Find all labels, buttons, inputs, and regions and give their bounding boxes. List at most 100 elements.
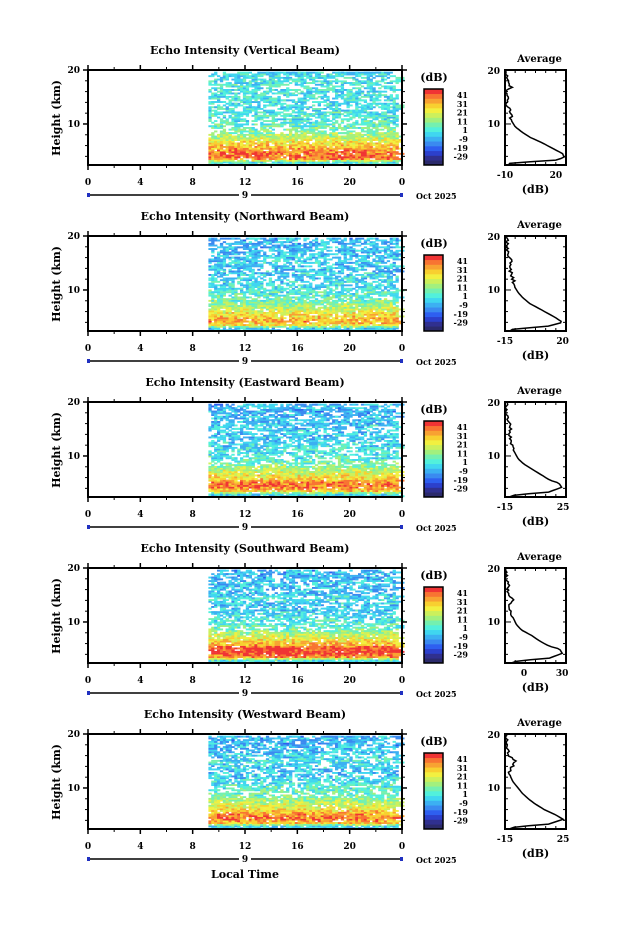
heatmap-cell <box>257 87 261 90</box>
heatmap-cell <box>208 82 212 84</box>
heatmap-cell <box>263 152 267 155</box>
heatmap-cell <box>366 85 370 88</box>
heatmap-cell <box>306 147 316 150</box>
heatmap-cell <box>228 146 238 148</box>
heatmap-cell <box>337 109 342 112</box>
heatmap-cell <box>291 258 296 261</box>
heatmap-cell <box>352 121 356 124</box>
heatmap-cell <box>375 71 379 74</box>
heatmap-cell <box>303 87 313 90</box>
heatmap-cell <box>392 310 396 313</box>
heatmap-cell <box>265 111 275 114</box>
heatmap-cell <box>329 279 333 282</box>
heatmap-cell <box>312 152 316 155</box>
heatmap-cell <box>214 71 218 74</box>
heatmap-cell <box>211 265 215 268</box>
heatmap-cell <box>343 89 347 91</box>
heatmap-cell <box>245 327 250 330</box>
heatmap-cell <box>251 130 255 133</box>
heatmap-cell <box>329 151 339 154</box>
heatmap-cell <box>214 156 218 159</box>
heatmap-cell <box>242 87 247 90</box>
heatmap-cell <box>306 137 310 140</box>
heatmap-cell <box>219 140 224 143</box>
heatmap-cell <box>323 151 327 154</box>
heatmap-cell <box>254 87 258 90</box>
heatmap-cell <box>240 287 244 290</box>
heatmap-cell <box>242 291 247 294</box>
heatmap-cell <box>395 244 399 247</box>
heatmap-cell <box>222 299 227 302</box>
heatmap-cell <box>323 85 327 88</box>
heatmap-cell <box>335 149 339 152</box>
heatmap-cell <box>355 294 359 297</box>
heatmap-cell <box>294 298 298 301</box>
heatmap-cell <box>332 127 336 129</box>
heatmap-cell <box>283 158 287 160</box>
heatmap-cell <box>386 322 391 325</box>
heatmap-cell <box>306 95 310 98</box>
heatmap-cell <box>214 286 218 288</box>
heatmap-cell <box>352 248 356 250</box>
heatmap-cell <box>363 303 368 306</box>
heatmap-cell <box>217 135 221 138</box>
heatmap-cell <box>217 239 221 242</box>
heatmap-cell <box>363 101 368 103</box>
heatmap-cell <box>389 132 399 135</box>
heatmap-cell <box>372 94 376 97</box>
heatmap-cell <box>248 320 252 323</box>
heatmap-cell <box>349 274 353 276</box>
heatmap-cell <box>337 258 342 261</box>
heatmap-cell <box>254 82 258 84</box>
heatmap-cell <box>360 299 365 302</box>
heatmap-cell <box>211 95 215 98</box>
heatmap-cell <box>395 109 399 112</box>
heatmap-cell <box>369 149 373 152</box>
heatmap-cell <box>294 127 298 129</box>
heatmap-cell <box>271 118 275 121</box>
heatmap-cell <box>222 101 227 103</box>
heatmap-cell <box>300 127 304 129</box>
heatmap-cell <box>340 279 345 282</box>
heatmap-cell <box>214 73 218 76</box>
heatmap-cell <box>208 286 218 288</box>
heatmap-cell <box>355 239 359 242</box>
heatmap-cell <box>277 284 281 287</box>
heatmap-cell <box>392 261 396 264</box>
panel-0: Echo Intensity (Vertical Beam)0 4 8 12 16 20 0… <box>50 44 567 201</box>
heatmap-cell <box>274 296 278 299</box>
heatmap-cell <box>323 161 327 164</box>
heatmap-cell <box>208 407 212 410</box>
heatmap-cell <box>372 275 376 278</box>
heatmap-cell <box>346 265 350 268</box>
heatmap-cell <box>358 92 362 95</box>
heatmap-cell <box>260 83 270 86</box>
heatmap-cell <box>225 299 229 302</box>
heatmap-cell <box>286 139 290 141</box>
heatmap-cell <box>355 71 359 74</box>
heatmap-cell <box>283 317 287 320</box>
colorbar-segment <box>424 259 443 265</box>
heatmap-cell <box>314 317 319 320</box>
heatmap-cell <box>222 274 227 276</box>
heatmap-cell <box>343 287 353 290</box>
heatmap-cell <box>314 312 319 314</box>
heatmap-cell <box>383 261 388 264</box>
heatmap-cell <box>274 294 278 297</box>
heatmap-cell <box>294 293 298 295</box>
heatmap-cell <box>352 76 356 79</box>
heatmap-cell <box>317 73 321 76</box>
heatmap-cell <box>337 261 342 264</box>
heatmap-cell <box>254 139 258 141</box>
heatmap-cell <box>340 142 345 145</box>
heatmap-cell <box>260 146 264 148</box>
heatmap-cell <box>217 108 221 110</box>
heatmap-cell <box>242 318 247 321</box>
heatmap-cell <box>366 301 370 304</box>
heatmap-cell <box>240 80 244 83</box>
heatmap-cell <box>372 246 376 249</box>
heatmap-cell <box>268 272 273 275</box>
heatmap-cell <box>323 108 327 110</box>
heatmap-cell <box>286 251 290 254</box>
heatmap-cell <box>369 306 373 309</box>
